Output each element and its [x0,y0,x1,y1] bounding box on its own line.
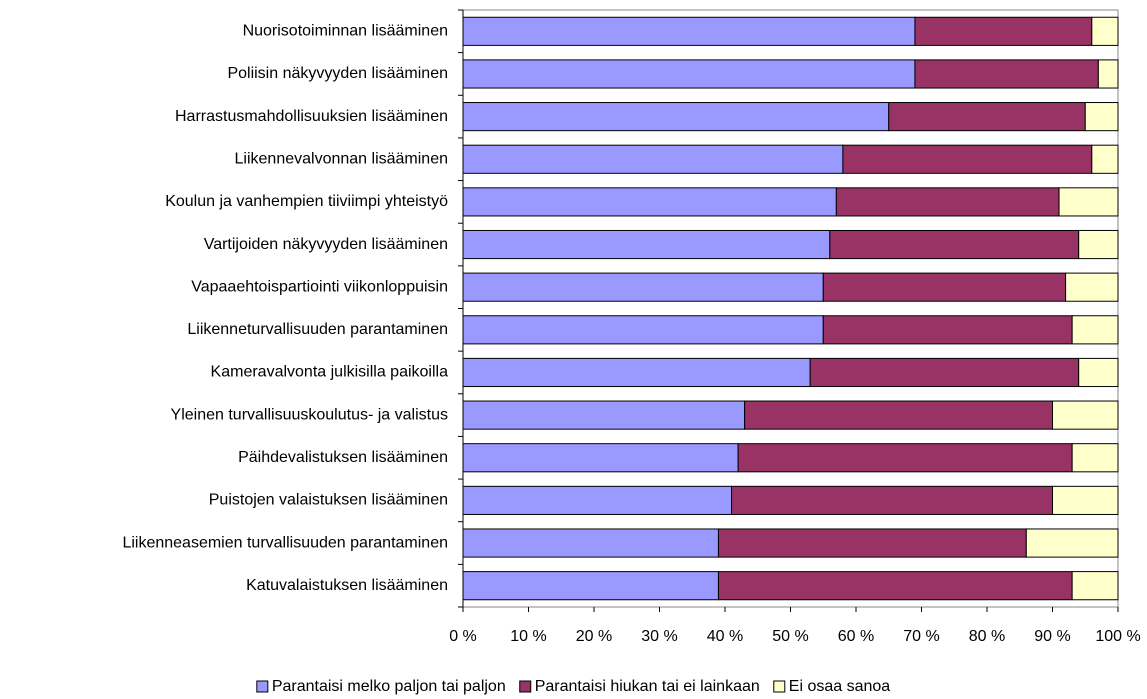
bar-segment [737,443,1073,473]
bar-segment [822,272,1067,302]
bar-segment [1097,59,1119,89]
bar-segment [462,187,837,217]
x-tick-label: 60 % [838,628,874,645]
bar-segment [809,357,1080,388]
y-tick-label: Liikenneturvallisuuden parantaminen [187,321,448,338]
bar-segment [1052,400,1119,430]
y-tick-label: Yleinen turvallisuuskoulutus- ja valistu… [171,406,448,423]
bar-segment [1025,528,1119,558]
y-tick-label: Kameravalvonta julkisilla paikoilla [211,364,449,381]
bar-segment [1091,144,1119,174]
bar-segment [717,528,1027,558]
y-tick-label: Vapaaehtoispartiointi viikonloppuisin [191,278,448,295]
bar-segment [462,571,719,601]
bar-segment [462,144,844,174]
bar-segment [462,357,811,388]
bar-segment [1058,187,1119,217]
bar-segment [462,528,719,558]
x-tick-label: 20 % [576,628,612,645]
x-tick-label: 50 % [772,628,808,645]
x-tick-label: 100 % [1095,628,1140,645]
bar-segment [1071,443,1119,473]
legend-swatch [256,680,269,693]
y-tick-label: Koulun ja vanhempien tiiviimpi yhteistyö [165,193,448,210]
bar-segment [462,16,916,46]
bar-segment [1078,357,1119,388]
bar-segment [462,315,824,345]
bar-segment [829,229,1080,260]
x-tick-label: 30 % [641,628,677,645]
bar-segment [1078,229,1119,260]
bar-segment [462,485,733,515]
bar-segment [888,102,1086,132]
x-tick-label: 0 % [449,628,477,645]
bar-segment [1071,571,1119,601]
bar-segment [835,187,1060,217]
bar-segment [914,59,1099,89]
y-tick-label: Katuvalaistuksen lisääminen [246,577,448,594]
bar-segment [462,229,831,260]
x-tick-label: 90 % [1034,628,1070,645]
bar-segment [1052,485,1119,515]
bar-segment [1065,272,1119,302]
bar-segment [717,571,1073,601]
bar-segment [822,315,1073,345]
x-tick-label: 70 % [903,628,939,645]
bar-segment [842,144,1093,174]
bar-segment [462,443,739,473]
bar-segment [914,16,1093,46]
bar-segment [462,272,824,302]
bar-segment [462,400,746,430]
y-tick-label: Puistojen valaistuksen lisääminen [209,492,448,509]
bar-segment [462,102,890,132]
y-tick-label: Vartijoiden näkyvyyden lisääminen [204,236,448,253]
y-tick-label: Harrastusmahdollisuuksien lisääminen [175,108,448,125]
plot-frame [462,9,1119,608]
y-tick-label: Nuorisotoiminnan lisääminen [243,23,448,40]
legend-label: Parantaisi melko paljon tai paljon [272,678,506,695]
y-tick-label: Liikennevalvonnan lisääminen [235,150,448,167]
y-tick-label: Liikenneasemien turvallisuuden parantami… [122,534,448,551]
bar-segment [1091,16,1119,46]
bar-segment [744,400,1054,430]
legend-label: Parantaisi hiukan tai ei lainkaan [535,678,760,695]
x-tick-label: 80 % [969,628,1005,645]
x-tick-label: 40 % [707,628,743,645]
x-tick-label: 10 % [510,628,546,645]
y-tick-label: Päihdevalistuksen lisääminen [238,449,448,466]
bar-segment [1071,315,1119,345]
legend-label: Ei osaa sanoa [789,678,891,695]
legend-swatch [519,680,532,693]
legend-swatch [773,680,786,693]
y-tick-label: Poliisin näkyvyyden lisääminen [227,65,448,82]
bar-segment [1084,102,1119,132]
bar-segment [731,485,1053,515]
bar-segment [462,59,916,89]
